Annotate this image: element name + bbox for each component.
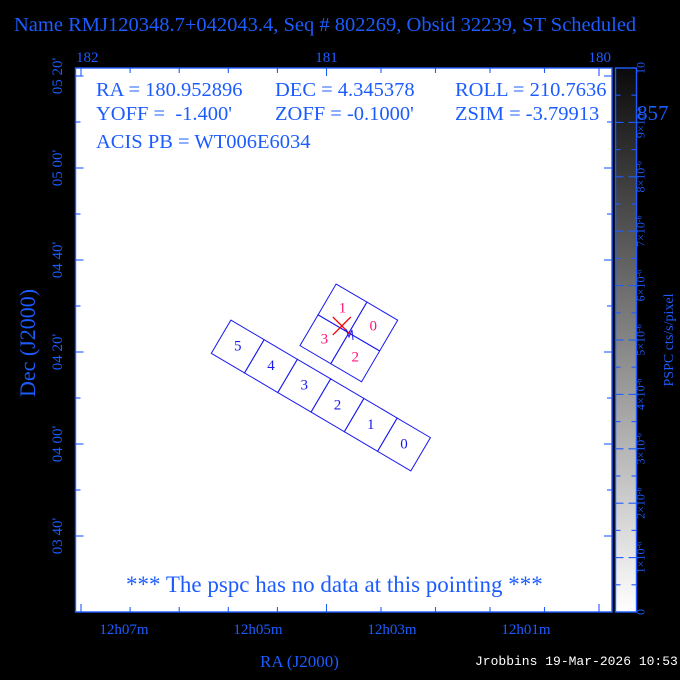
svg-text:8×10-6: 8×10-6 bbox=[634, 161, 648, 192]
svg-text:4×10-6: 4×10-6 bbox=[634, 379, 648, 410]
svg-text:05 20': 05 20' bbox=[50, 57, 66, 94]
svg-text:1: 1 bbox=[339, 300, 347, 316]
svg-text:04 40': 04 40' bbox=[50, 241, 66, 278]
svg-text:6×10-6: 6×10-6 bbox=[634, 270, 648, 301]
svg-text:5×10-6: 5×10-6 bbox=[634, 324, 648, 355]
svg-text:3×10-6: 3×10-6 bbox=[634, 433, 648, 464]
svg-text:180: 180 bbox=[589, 50, 612, 66]
svg-text:10: 10 bbox=[634, 62, 648, 74]
svg-text:1: 1 bbox=[367, 417, 375, 433]
svg-text:7×10-6: 7×10-6 bbox=[634, 215, 648, 246]
svg-text:03 40': 03 40' bbox=[50, 517, 66, 554]
svg-text:2×10-6: 2×10-6 bbox=[634, 487, 648, 518]
svg-text:12h01m: 12h01m bbox=[501, 622, 551, 638]
svg-text:0: 0 bbox=[634, 609, 648, 615]
svg-text:PSPC cts/s/pixel: PSPC cts/s/pixel bbox=[662, 293, 677, 386]
svg-text:1×10-6: 1×10-6 bbox=[634, 542, 648, 573]
svg-text:2: 2 bbox=[351, 349, 359, 365]
svg-text:3: 3 bbox=[300, 378, 308, 394]
svg-text:0: 0 bbox=[370, 319, 378, 335]
svg-text:04 00': 04 00' bbox=[50, 425, 66, 462]
svg-text:12h03m: 12h03m bbox=[367, 622, 417, 638]
svg-text:4: 4 bbox=[267, 358, 275, 374]
svg-text:12h07m: 12h07m bbox=[99, 622, 149, 638]
svg-text:181: 181 bbox=[315, 50, 338, 66]
svg-text:3: 3 bbox=[321, 331, 329, 347]
svg-text:04 20': 04 20' bbox=[50, 333, 66, 370]
svg-text:2: 2 bbox=[334, 397, 342, 413]
svg-text:5: 5 bbox=[234, 339, 242, 355]
svg-text:857: 857 bbox=[637, 101, 669, 125]
svg-text:0: 0 bbox=[400, 436, 408, 452]
svg-text:05 00': 05 00' bbox=[50, 149, 66, 186]
svg-text:12h05m: 12h05m bbox=[233, 622, 283, 638]
svg-text:182: 182 bbox=[76, 50, 99, 66]
